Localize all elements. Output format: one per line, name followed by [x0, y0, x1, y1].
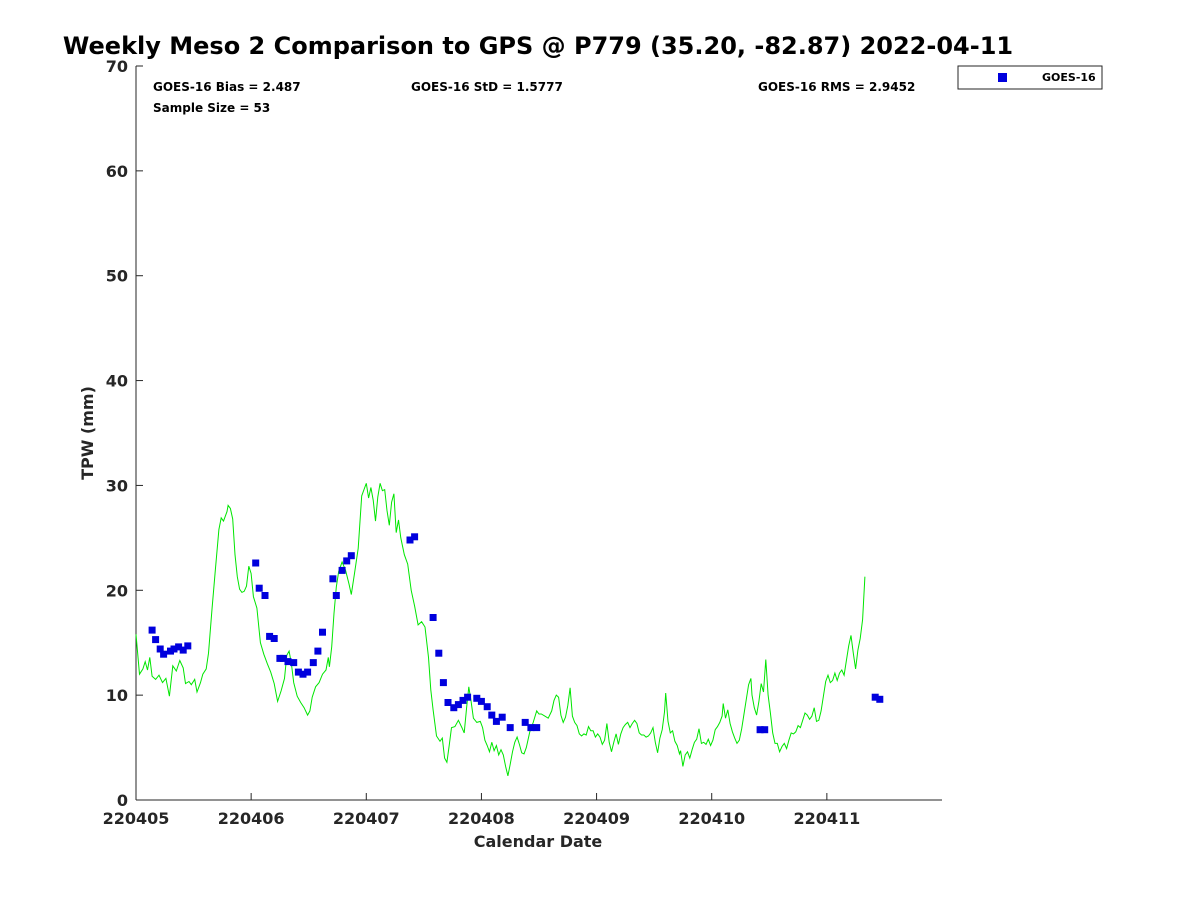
goes16-point [148, 626, 156, 634]
goes16-point [492, 717, 500, 725]
y-axis-label: TPW (mm) [78, 386, 97, 480]
goes16-point [459, 696, 467, 704]
y-tick-label: 20 [106, 581, 128, 600]
rms-stat: GOES-16 RMS = 2.9452 [758, 80, 915, 94]
goes16-point [439, 679, 447, 687]
goes16-point [156, 645, 164, 653]
goes16-point [261, 592, 269, 599]
goes16-point [477, 697, 485, 705]
goes16-point [527, 724, 535, 732]
bias-stat: GOES-16 Bias = 2.487 [153, 80, 301, 94]
goes16-point [299, 670, 307, 678]
x-tick-label: 220406 [218, 809, 285, 828]
goes16-point [347, 552, 355, 560]
goes16-point [304, 668, 312, 676]
legend-goes16-marker [998, 73, 1007, 82]
goes16-point [332, 592, 340, 599]
goes16-point [255, 584, 263, 592]
goes16-point [252, 559, 260, 567]
gps-line-series [135, 483, 866, 777]
y-tick-label: 50 [106, 267, 128, 286]
y-tick-label: 0 [117, 791, 128, 810]
goes16-point [473, 694, 481, 702]
goes16-point [309, 659, 317, 667]
goes16-point [152, 636, 160, 644]
goes16-point [506, 724, 514, 732]
goes16-point [329, 575, 337, 583]
goes16-point [175, 643, 183, 651]
y-tick-label: 70 [106, 57, 128, 76]
goes16-point [533, 724, 541, 732]
goes16-point [314, 647, 322, 655]
goes16-point [290, 659, 298, 667]
goes16-point [279, 654, 287, 662]
x-tick-label: 220409 [563, 809, 630, 828]
goes16-point [170, 645, 178, 653]
legend-goes16-label: GOES-16 [1042, 71, 1096, 84]
legend-box [957, 65, 1103, 90]
y-ticks: 0 10 20 30 40 50 60 70 [106, 57, 143, 810]
goes16-point [756, 726, 764, 734]
goes16-point [488, 711, 496, 719]
goes16-point [435, 649, 443, 657]
x-axis-label: Calendar Date [474, 832, 603, 851]
plot-area [136, 66, 942, 800]
goes16-point [450, 704, 458, 712]
goes16-point [319, 628, 326, 636]
x-tick-label: 220405 [103, 809, 170, 828]
goes16-point [184, 642, 192, 650]
goes16-point [876, 695, 884, 703]
y-tick-label: 40 [106, 372, 128, 391]
goes16-point [270, 635, 278, 642]
goes16-point [498, 713, 506, 721]
goes16-point [464, 693, 472, 701]
goes16-point [160, 650, 168, 658]
y-tick-label: 30 [106, 476, 128, 495]
goes16-point [284, 658, 292, 666]
goes16-point [444, 699, 452, 706]
sample-size-stat: Sample Size = 53 [153, 101, 270, 115]
goes16-point [343, 557, 351, 565]
goes16-point [871, 693, 879, 701]
goes16-point [266, 632, 274, 640]
goes16-point [179, 646, 187, 654]
legend: GOES-16 [957, 65, 1103, 90]
goes16-point [294, 668, 302, 676]
goes16-point [406, 536, 414, 544]
std-stat: GOES-16 StD = 1.5777 [411, 80, 563, 94]
x-tick-label: 220407 [333, 809, 400, 828]
goes16-point [761, 726, 769, 734]
y-tick-label: 60 [106, 162, 128, 181]
goes16-scatter-series [148, 533, 884, 734]
chart-title: Weekly Meso 2 Comparison to GPS @ P779 (… [63, 32, 1013, 60]
x-tick-label: 220410 [678, 809, 745, 828]
goes16-point [454, 701, 462, 709]
x-tick-label: 220408 [448, 809, 515, 828]
x-ticks: 220405 220406 220407 220408 220409 220410 2204… [103, 793, 860, 828]
gps-tpw-line [135, 483, 866, 777]
goes16-point [429, 614, 437, 621]
goes16-point [483, 703, 491, 711]
goes16-point [521, 718, 529, 726]
goes16-point [411, 533, 419, 541]
x-tick-label: 220411 [793, 809, 860, 828]
goes16-point [338, 566, 346, 574]
y-tick-label: 10 [106, 686, 128, 705]
